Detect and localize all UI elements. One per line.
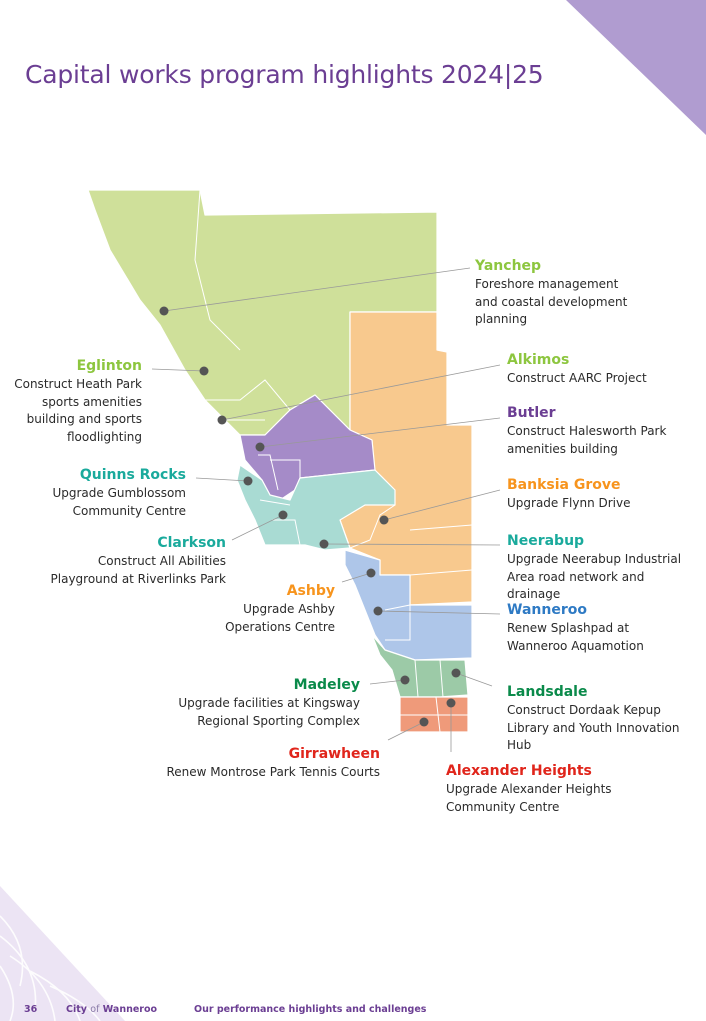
suburb-name: Alkimos (507, 352, 570, 368)
marker-girrawheen (419, 717, 429, 727)
label-yanchep: Yanchep Foreshore management and coastal… (475, 257, 635, 329)
marker-madeley (400, 675, 410, 685)
corner-pattern-decoration (0, 886, 125, 1021)
suburb-name: Banksia Grove (507, 477, 621, 493)
marker-ashby (366, 568, 376, 578)
suburb-name: Butler (507, 405, 556, 421)
label-landsdale: Landsdale Construct Dordaak Kepup Librar… (507, 683, 703, 755)
marker-eglinton (199, 366, 209, 376)
label-girrawheen: Girrawheen Renew Montrose Park Tennis Co… (150, 745, 380, 782)
project-description: Construct AARC Project (507, 371, 647, 385)
marker-wanneroo (373, 606, 383, 616)
label-wanneroo: Wanneroo Renew Splashpad at Wanneroo Aqu… (507, 601, 657, 655)
suburb-name: Girrawheen (288, 746, 380, 762)
city-of: of (90, 1004, 100, 1015)
city-prefix: City (66, 1004, 87, 1015)
footer-section-title: Our performance highlights and challenge… (194, 1004, 427, 1015)
suburb-name: Quinns Rocks (79, 467, 186, 483)
suburb-name: Yanchep (475, 258, 542, 274)
project-description: Upgrade Gumblossom Community Centre (52, 486, 186, 518)
suburb-name: Alexander Heights (446, 763, 592, 779)
suburb-name: Landsdale (507, 684, 588, 700)
marker-alexander-heights (446, 698, 456, 708)
project-description: Construct All Abilities Playground at Ri… (50, 554, 226, 586)
label-eglinton: Eglinton Construct Heath Park sports ame… (10, 357, 142, 446)
marker-butler (255, 442, 265, 452)
marker-banksia-grove (379, 515, 389, 525)
label-quinns-rocks: Quinns Rocks Upgrade Gumblossom Communit… (50, 466, 186, 520)
suburb-name: Neerabup (507, 533, 585, 549)
suburb-name: Wanneroo (507, 602, 587, 618)
suburb-name: Eglinton (76, 358, 142, 374)
suburb-name: Madeley (293, 677, 360, 693)
project-description: Renew Montrose Park Tennis Courts (166, 765, 380, 779)
label-butler: Butler Construct Halesworth Park ameniti… (507, 404, 687, 458)
project-description: Upgrade Alexander Heights Community Cent… (446, 782, 612, 814)
label-madeley: Madeley Upgrade facilities at Kingsway R… (170, 676, 360, 730)
project-description: Construct Heath Park sports amenities bu… (14, 377, 142, 444)
label-clarkson: Clarkson Construct All Abilities Playgro… (40, 534, 226, 588)
project-description: Upgrade facilities at Kingsway Regional … (178, 696, 360, 728)
label-neerabup: Neerabup Upgrade Neerabup Industrial Are… (507, 532, 699, 604)
label-ashby: Ashby Upgrade Ashby Operations Centre (215, 582, 335, 636)
project-description: Renew Splashpad at Wanneroo Aquamotion (507, 621, 644, 653)
label-banksia-grove: Banksia Grove Upgrade Flynn Drive (507, 476, 630, 513)
region-quinns-clarkson (236, 464, 396, 551)
project-description: Upgrade Neerabup Industrial Area road ne… (507, 552, 682, 601)
marker-landsdale (451, 668, 461, 678)
city-logo-text: City of Wanneroo (66, 1004, 157, 1015)
city-name: Wanneroo (102, 1004, 158, 1015)
label-alexander-heights: Alexander Heights Upgrade Alexander Heig… (446, 762, 616, 816)
project-description: Upgrade Flynn Drive (507, 496, 631, 510)
marker-yanchep (159, 306, 169, 316)
suburb-name: Ashby (286, 583, 335, 599)
page-number: 36 (24, 1004, 38, 1015)
project-description: Construct Dordaak Kepup Library and Yout… (507, 703, 680, 752)
suburb-name: Clarkson (157, 535, 226, 551)
marker-alkimos (217, 415, 227, 425)
corner-triangle-decoration (566, 0, 706, 135)
region-madeley-landsdale (371, 634, 469, 698)
page-title: Capital works program highlights 2024|25 (25, 60, 544, 89)
marker-neerabup (319, 539, 329, 549)
project-description: Upgrade Ashby Operations Centre (225, 602, 335, 634)
marker-clarkson (278, 510, 288, 520)
project-description: Foreshore management and coastal develop… (475, 277, 628, 326)
project-description: Construct Halesworth Park amenities buil… (507, 424, 667, 456)
marker-quinns-rocks (243, 476, 253, 486)
label-alkimos: Alkimos Construct AARC Project (507, 351, 647, 388)
